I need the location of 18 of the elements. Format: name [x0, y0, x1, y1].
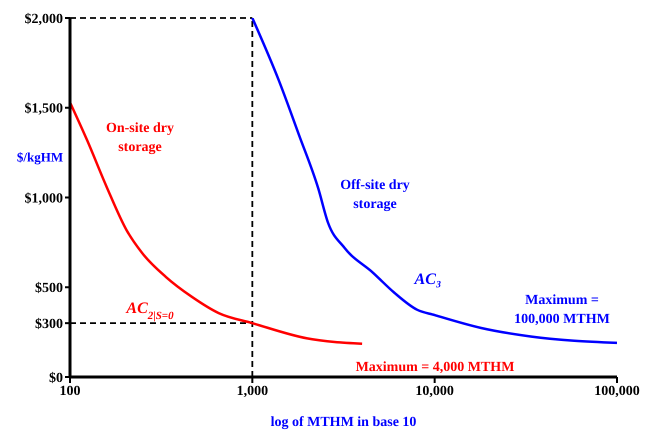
y-tick-label: $1,000 [24, 191, 63, 206]
x-axis-title: log of MTHM in base 10 [270, 415, 416, 430]
x-tick-label: 100 [60, 384, 80, 399]
x-tick-label: 10,000 [415, 384, 454, 399]
annotation: On-site dry storage [106, 121, 174, 155]
x-tick-label: 1,000 [236, 384, 268, 399]
annotation: Off-site dry storage [340, 178, 410, 212]
y-tick-label: $300 [35, 317, 63, 332]
x-tick-label: 100,000 [594, 384, 640, 399]
annotation: AC$_{2|S=0}$ [125, 300, 174, 322]
annotation: Maximum = 100,000 MTHM [514, 293, 610, 327]
annotation: Maximum = 4,000 MTHM [356, 360, 514, 375]
y-tick-label: $2,000 [24, 12, 63, 27]
y-tick-label: $0 [49, 370, 63, 386]
y-tick-label: $500 [35, 281, 63, 296]
y-tick-label: $1,500 [24, 102, 63, 117]
y-axis-title: $/kgHM [16, 150, 64, 165]
annotation: AC₃ [414, 271, 442, 288]
